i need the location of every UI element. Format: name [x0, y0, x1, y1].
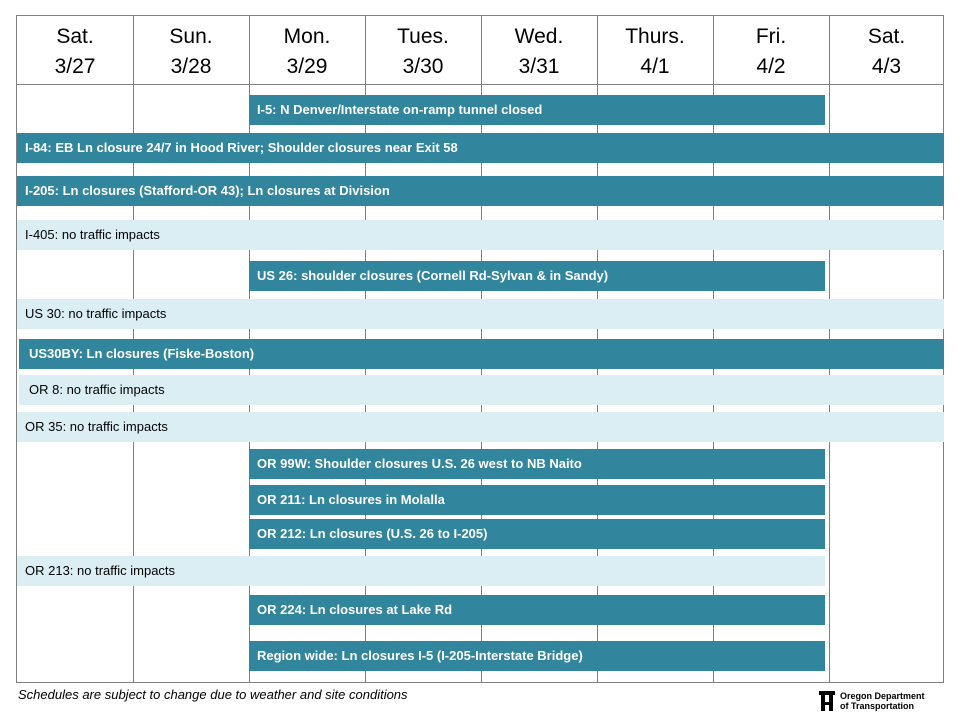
- event-bar[interactable]: I-5: N Denver/Interstate on-ramp tunnel …: [249, 95, 825, 125]
- day-name: Sat.: [56, 25, 94, 48]
- event-bar[interactable]: OR 212: Ln closures (U.S. 26 to I-205): [249, 519, 825, 549]
- event-bar[interactable]: US 26: shoulder closures (Cornell Rd-Syl…: [249, 261, 825, 291]
- day-name: Wed.: [514, 25, 564, 48]
- day-header: Sat. 4/3: [829, 16, 944, 84]
- day-header: Tues. 3/30: [365, 16, 481, 84]
- day-date: 4/2: [756, 55, 786, 78]
- day-header: Thurs. 4/1: [597, 16, 713, 84]
- logo-line-2: of Transportation: [840, 701, 914, 711]
- day-name: Sat.: [867, 25, 906, 48]
- logo-line-1: Oregon Department: [840, 691, 925, 701]
- odot-logo: Oregon Department of Transportation: [818, 690, 925, 712]
- day-header: Fri. 4/2: [713, 16, 829, 84]
- event-bar[interactable]: I-405: no traffic impacts: [17, 220, 944, 250]
- day-header: Sat. 3/27: [17, 16, 133, 84]
- odot-logo-icon: [818, 690, 836, 712]
- weekly-calendar: Sat. 3/27 Sun. 3/28 Mon. 3/29 Tues. 3/30…: [16, 15, 944, 683]
- day-name: Sun.: [169, 25, 213, 48]
- day-date: 3/30: [402, 55, 444, 78]
- day-date: 4/3: [871, 55, 902, 78]
- event-bar[interactable]: OR 224: Ln closures at Lake Rd: [249, 595, 825, 625]
- day-header: Mon. 3/29: [249, 16, 365, 84]
- event-bar[interactable]: I-84: EB Ln closure 24/7 in Hood River; …: [17, 133, 944, 163]
- day-name: Tues.: [397, 25, 449, 48]
- day-date: 3/29: [286, 55, 328, 78]
- event-bar[interactable]: OR 35: no traffic impacts: [17, 412, 944, 442]
- header-divider: [17, 84, 943, 85]
- day-date: 3/28: [170, 55, 212, 78]
- event-bar[interactable]: OR 213: no traffic impacts: [17, 556, 825, 586]
- odot-logo-text: Oregon Department of Transportation: [840, 691, 925, 711]
- event-bar[interactable]: Region wide: Ln closures I-5 (I-205-Inte…: [249, 641, 825, 671]
- day-date: 4/1: [640, 55, 670, 78]
- event-bar[interactable]: OR 8: no traffic impacts: [19, 375, 944, 405]
- event-bar[interactable]: US 30: no traffic impacts: [17, 299, 944, 329]
- day-date: 3/31: [518, 55, 560, 78]
- day-name: Fri.: [755, 25, 787, 48]
- day-date: 3/27: [54, 55, 96, 78]
- event-bar[interactable]: OR 99W: Shoulder closures U.S. 26 west t…: [249, 449, 825, 479]
- event-bar[interactable]: I-205: Ln closures (Stafford-OR 43); Ln …: [17, 176, 944, 206]
- schedule-note: Schedules are subject to change due to w…: [18, 687, 408, 702]
- day-name: Thurs.: [625, 25, 685, 48]
- event-bar[interactable]: US30BY: Ln closures (Fiske-Boston): [19, 339, 944, 369]
- day-header: Sun. 3/28: [133, 16, 249, 84]
- day-name: Mon.: [283, 25, 331, 48]
- day-header: Wed. 3/31: [481, 16, 597, 84]
- event-bar[interactable]: OR 211: Ln closures in Molalla: [249, 485, 825, 515]
